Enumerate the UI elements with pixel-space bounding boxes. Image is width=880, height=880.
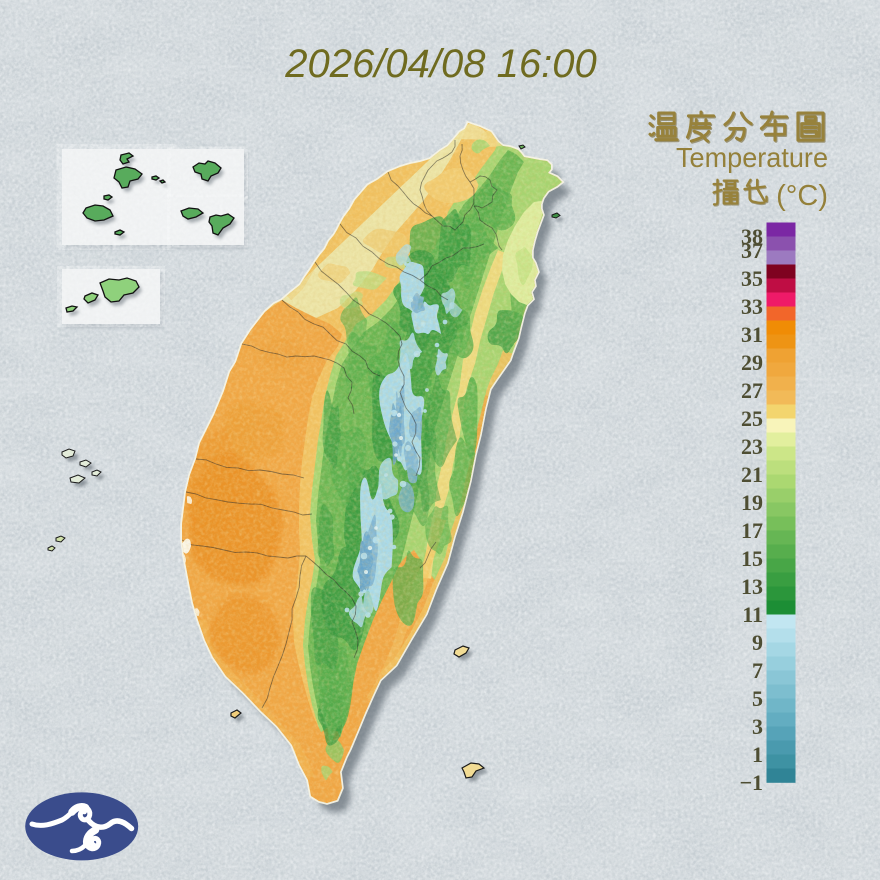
svg-text:5: 5 xyxy=(752,686,763,711)
svg-text:37: 37 xyxy=(741,238,763,263)
svg-text:−1: −1 xyxy=(739,770,763,795)
svg-text:Temperature: Temperature xyxy=(676,142,828,173)
svg-text:7: 7 xyxy=(752,658,763,683)
svg-text:2026/04/08 16:00: 2026/04/08 16:00 xyxy=(284,42,596,86)
svg-text:33: 33 xyxy=(741,294,763,319)
svg-text:13: 13 xyxy=(741,574,763,599)
svg-text:1: 1 xyxy=(752,742,763,767)
svg-text:25: 25 xyxy=(741,406,763,431)
svg-text:38: 38 xyxy=(741,224,763,249)
svg-text:29: 29 xyxy=(741,350,763,375)
svg-text:31: 31 xyxy=(741,322,763,347)
svg-text:9: 9 xyxy=(752,630,763,655)
svg-text:15: 15 xyxy=(741,546,763,571)
svg-text:23: 23 xyxy=(741,434,763,459)
svg-text:(°C): (°C) xyxy=(776,180,828,212)
svg-text:19: 19 xyxy=(741,490,763,515)
svg-text:3: 3 xyxy=(752,714,763,739)
svg-text:27: 27 xyxy=(741,378,763,403)
svg-text:35: 35 xyxy=(741,266,763,291)
svg-text:21: 21 xyxy=(741,462,763,487)
svg-text:11: 11 xyxy=(742,602,763,627)
svg-text:17: 17 xyxy=(741,518,763,543)
